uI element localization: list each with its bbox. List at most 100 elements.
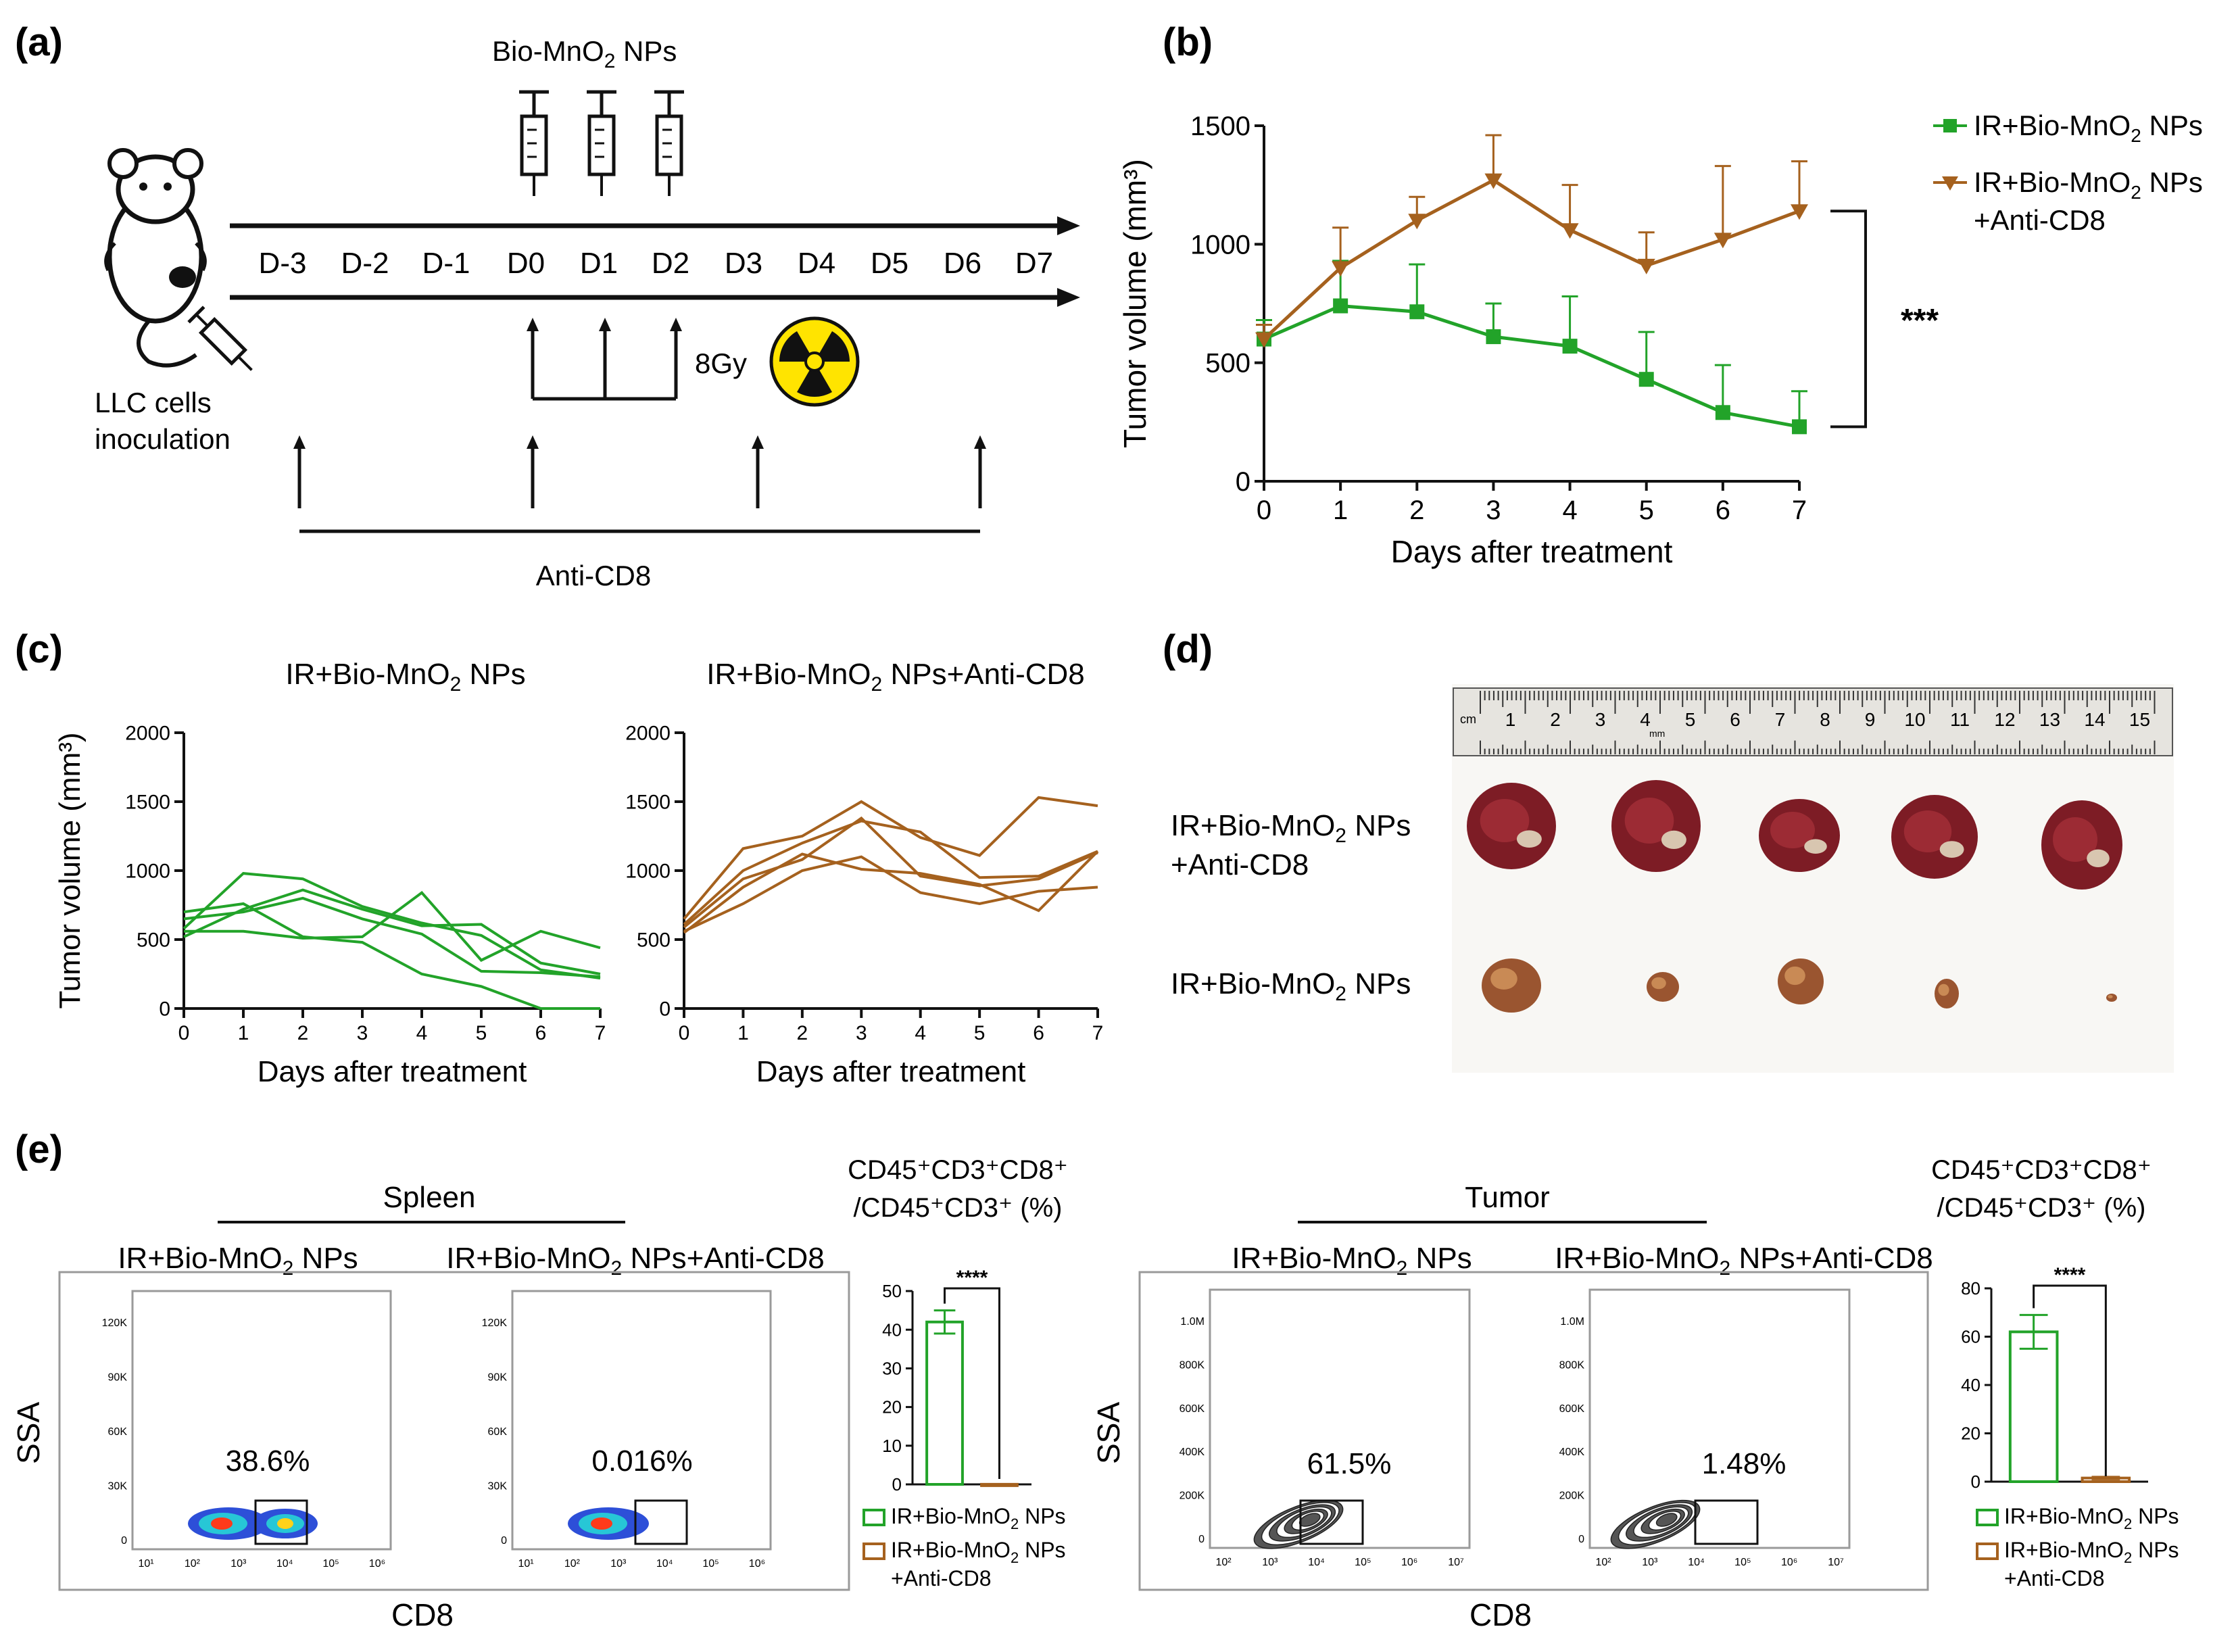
panel-b: (b) 0 500 1000 1500 0 1 2 3 4 5 6 7 Days after treat… (1117, 20, 2203, 569)
legend-label-2-line2: +Anti-CD8 (1974, 204, 2106, 236)
tumor-highlight (1490, 968, 1517, 990)
x-axis-label: Days after treatment (258, 1055, 527, 1088)
gate-box (254, 1499, 308, 1545)
flow-y-tick: 200K (1559, 1490, 1585, 1502)
ruler-number: 8 (1820, 709, 1830, 730)
data-point (1561, 223, 1579, 239)
y-tick-label: 0 (1236, 467, 1250, 497)
x-tick-label: 1 (737, 1022, 749, 1044)
series-line-3 (184, 890, 601, 963)
y-tick-label: 500 (137, 929, 170, 952)
panel-d-label: (d) (1163, 627, 1213, 671)
data-point (1408, 214, 1426, 230)
spleen-group2-label: IR+Bio-MnO2 NPs+Anti-CD8 (446, 1242, 825, 1280)
day-label-D2: D2 (652, 247, 689, 280)
tumor-group2-label: IR+Bio-MnO2 NPs+Anti-CD8 (1555, 1242, 1933, 1280)
x-tick-label: 0 (1257, 495, 1271, 525)
data-point (1409, 304, 1425, 320)
population-peak (277, 1518, 293, 1529)
day-label-D3: D3 (725, 247, 762, 280)
x-tick-label: 5 (974, 1022, 986, 1044)
y-tick-label: 1000 (625, 860, 671, 883)
tumor-highlight (2053, 817, 2097, 862)
ruler-number: 6 (1730, 709, 1741, 730)
photo-row1-label-line2: +Anti-CD8 (1171, 848, 1309, 881)
flow-x-tick: 10³ (610, 1558, 627, 1570)
tumor-highlight (1938, 983, 1949, 996)
anti-cd8-label: Anti-CD8 (536, 560, 651, 591)
legend-item-2-line2: +Anti-CD8 (891, 1566, 992, 1590)
spleen-frame (58, 1271, 850, 1591)
gate-box (634, 1499, 688, 1545)
y-tick-label: 80 (1961, 1278, 1980, 1298)
flow-y-tick: 600K (1559, 1403, 1585, 1415)
flow-x-tick: 10⁷ (1828, 1557, 1844, 1568)
x-tick-label: 4 (915, 1022, 926, 1044)
tumor-highlight (1651, 977, 1666, 990)
ir-dose-label: 8Gy (695, 347, 747, 379)
flow-x-tick: 10⁶ (1781, 1557, 1797, 1568)
x-tick-label: 7 (1792, 495, 1807, 525)
x-tick-label: 1 (1333, 495, 1348, 525)
flow-y-tick: 90K (488, 1372, 508, 1384)
bar-chart-spleen: 0 10 20 30 40 50 **** (882, 1267, 1031, 1495)
flow-y-tick: 120K (482, 1317, 508, 1329)
population-peak (211, 1517, 233, 1530)
flow-x-tick: 10⁷ (1448, 1557, 1464, 1568)
flow-x-tick: 10² (1595, 1557, 1611, 1568)
series-line-2 (1263, 178, 1800, 341)
subscript: 2 (2131, 125, 2141, 146)
ruler-number: 9 (1865, 709, 1876, 730)
ruler-number: 2 (1550, 709, 1561, 730)
x-tick-label: 4 (416, 1022, 428, 1044)
legend-marker (1942, 176, 1958, 191)
y-tick-label: 1000 (1190, 230, 1250, 260)
bar-chart-tumor: 0 20 40 60 80 **** (1961, 1264, 2148, 1492)
flow-y-tick: 0 (121, 1535, 127, 1547)
data-point (1637, 258, 1655, 274)
tumor-bar-legend: IR+Bio-MnO2 NPs IR+Bio-MnO2 NPs +Anti-CD… (1976, 1504, 2179, 1590)
ruler-number: 10 (1904, 709, 1925, 730)
tumor-tissue (1804, 839, 1827, 854)
flow-x-tick: 10⁵ (1734, 1557, 1751, 1568)
y-tick-label: 1500 (625, 792, 671, 814)
tumor-tissue (1939, 841, 1964, 858)
panel-b-label: (b) (1163, 20, 1213, 64)
subscript: 2 (2131, 182, 2141, 203)
series-line-5 (183, 896, 601, 979)
legend-label-2: IR+Bio-MnO2 NPs (1974, 166, 2203, 203)
y-tick-label: 1500 (125, 792, 170, 814)
spleen-cd8-label: CD8 (391, 1597, 454, 1632)
flow-x-tick: 10⁵ (702, 1558, 719, 1570)
flow-plot-tumor-1: 0 200K 400K 600K 800K 1.0M 10² 10³ 10⁴ 10⁵ 10⁶ 10⁷ 6… (1180, 1288, 1471, 1568)
mouse-icon (104, 148, 207, 368)
flow-y-tick: 1.0M (1180, 1316, 1205, 1328)
panel-d: (d) cm mm 1 2 3 4 5 6 7 8 9 10 11 12 13 14 15 IR+Bio-M… (1163, 627, 2174, 1073)
spleen-group1-label: IR+Bio-MnO2 NPs (118, 1242, 358, 1280)
flow-x-tick: 10⁴ (656, 1558, 673, 1570)
flow-y-tick: 400K (1559, 1447, 1585, 1458)
data-point (1484, 173, 1503, 189)
ruler-number: 1 (1505, 709, 1516, 730)
contour-ring (1655, 1513, 1678, 1527)
x-tick-label: 0 (178, 1022, 190, 1044)
flow-x-tick: 10⁶ (1401, 1557, 1417, 1568)
flow-y-tick: 0 (1578, 1534, 1584, 1545)
data-point (1714, 233, 1732, 249)
x-tick-label: 2 (297, 1022, 309, 1044)
syringe-icon (654, 90, 684, 196)
flow-y-tick: 800K (1559, 1359, 1585, 1371)
ruler-number: 11 (1950, 709, 1970, 730)
inoculation-label-line1: LLC cells (95, 387, 212, 418)
chart-c-right-title: IR+Bio-MnO2 NPs+Anti-CD8 (706, 658, 1085, 696)
y-axis-label: Tumor volume (mm³) (53, 732, 87, 1009)
x-tick-label: 6 (535, 1022, 547, 1044)
spleen-ssa-label: SSA (11, 1402, 46, 1464)
y-tick-label: 500 (1205, 349, 1250, 379)
y-tick-label: 10 (882, 1436, 902, 1456)
x-tick-label: 6 (1716, 495, 1730, 525)
x-tick-label: 2 (1409, 495, 1424, 525)
x-tick-label: 5 (1639, 495, 1654, 525)
inoculation-label-line2: inoculation (95, 423, 230, 455)
